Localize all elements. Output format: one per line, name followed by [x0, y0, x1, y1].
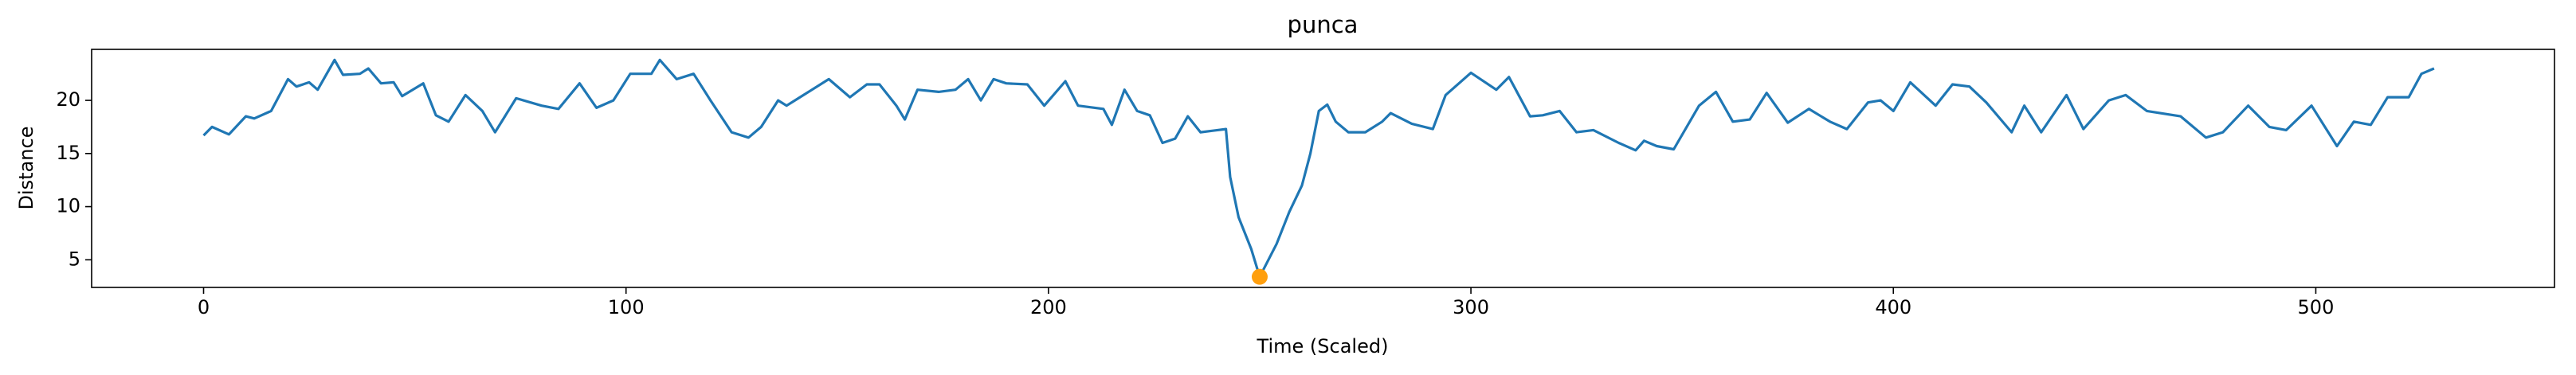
x-tick-label: 0 [198, 296, 210, 318]
x-tick-label: 500 [2298, 296, 2335, 318]
chart-title: punca [1288, 11, 1359, 38]
y-tick-label: 5 [69, 248, 80, 270]
x-axis-label: Time (Scaled) [1257, 335, 1389, 357]
x-tick-label: 300 [1453, 296, 1489, 318]
y-tick-label: 20 [56, 88, 80, 111]
plot-frame [91, 49, 2555, 288]
y-axis-label: Distance [15, 127, 37, 210]
x-tick-label: 100 [608, 296, 645, 318]
line [202, 58, 2435, 279]
y-tick-label: 15 [56, 142, 80, 164]
y-tick-label: 10 [56, 195, 80, 217]
x-tick-label: 400 [1875, 296, 1911, 318]
marker-point [1251, 268, 1268, 285]
x-tick-label: 200 [1030, 296, 1067, 318]
